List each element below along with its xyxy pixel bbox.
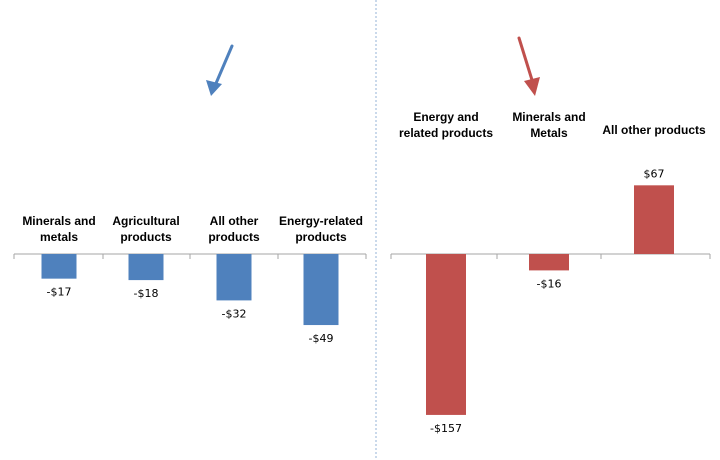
right-bar [426,254,466,415]
left-category-label: All other [210,214,259,228]
left-bar [128,254,164,281]
left-bar-chart: -$17 Minerals and metals -$18 Agricultural pr… [13,44,367,345]
left-bar-value-label: -$17 [47,286,72,299]
right-bar-value-label: -$16 [537,277,562,290]
right-category-label: All other products [602,123,706,137]
left-category-label: Agricultural [112,214,179,228]
left-category-label: Minerals and [22,214,95,228]
right-category-label: related products [399,126,493,140]
left-bar-value-label: -$32 [222,307,247,320]
left-bar-value-label: -$18 [134,287,159,300]
right-bar-value-label: -$157 [430,422,462,435]
left-category-label: products [120,230,172,244]
left-bar [303,254,339,326]
right-bar-chart: -$157 Energy and related products -$16 Miner… [390,36,711,435]
right-down-arrow-icon [517,36,540,96]
right-bar [529,254,569,271]
right-category-label: Energy and [413,110,478,124]
left-down-arrow-icon [206,44,234,96]
right-bar-value-label: $67 [644,167,665,180]
left-bar [216,254,252,301]
left-category-label: metals [40,230,78,244]
left-bar-value-label: -$49 [309,332,334,345]
left-category-label: products [208,230,260,244]
right-category-label: Metals [530,126,568,140]
left-category-label: products [295,230,347,244]
left-bar [41,254,77,279]
right-bar [634,185,674,254]
left-category-label: Energy-related [279,214,363,228]
right-category-label: Minerals and [512,110,585,124]
